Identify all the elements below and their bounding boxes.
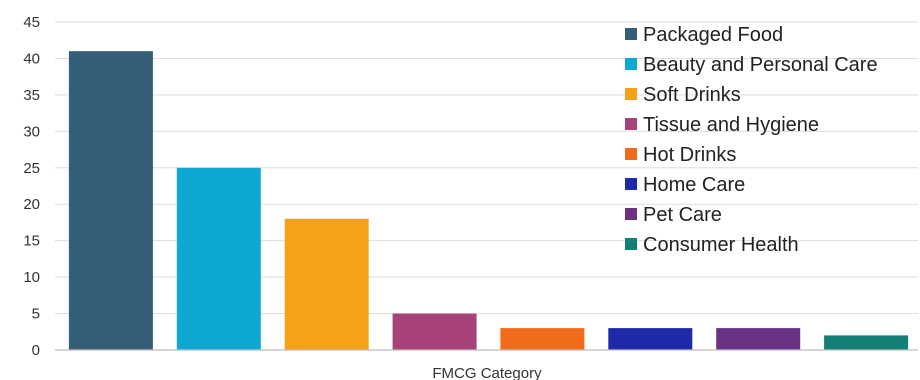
bars [68, 51, 909, 350]
x-axis-title: FMCG Category [432, 365, 542, 380]
legend-label: Consumer Health [643, 234, 799, 256]
legend-label: Soft Drinks [643, 84, 741, 106]
legend-swatch [625, 238, 637, 250]
y-tick-label: 35 [23, 87, 40, 104]
y-tick-label: 20 [23, 196, 40, 213]
bar-pet-care [716, 328, 801, 350]
legend: Packaged Food Beauty and Personal Care Sof… [625, 24, 878, 256]
y-tick-label: 30 [23, 123, 40, 140]
y-tick-label: 15 [23, 233, 40, 250]
bar-home-care [608, 328, 693, 350]
legend-label: Pet Care [643, 204, 722, 226]
bar-consumer-health [824, 335, 909, 350]
legend-swatch [625, 28, 637, 40]
legend-label: Beauty and Personal Care [643, 54, 878, 76]
legend-swatch [625, 88, 637, 100]
y-tick-label: 45 [23, 14, 40, 31]
legend-label: Tissue and Hygiene [643, 114, 819, 136]
bar-beauty-and-personal-care [176, 167, 261, 350]
y-tick-label: 40 [23, 50, 40, 67]
y-tick-label: 0 [32, 342, 40, 359]
legend-swatch [625, 208, 637, 220]
legend-swatch [625, 118, 637, 130]
legend-label: Home Care [643, 174, 745, 196]
legend-label: Packaged Food [643, 24, 783, 46]
legend-swatch [625, 148, 637, 160]
legend-swatch [625, 58, 637, 70]
legend-swatch [625, 178, 637, 190]
bar-soft-drinks [284, 218, 369, 350]
y-tick-label: 5 [32, 306, 40, 323]
bar-tissue-and-hygiene [392, 313, 477, 350]
axes: 0 5 10 15 20 25 30 35 40 45 [23, 14, 918, 359]
legend-label: Hot Drinks [643, 144, 736, 166]
y-tick-label: 25 [23, 160, 40, 177]
bar-hot-drinks [500, 328, 585, 350]
y-tick-label: 10 [23, 269, 40, 286]
bar-packaged-food [68, 51, 153, 350]
